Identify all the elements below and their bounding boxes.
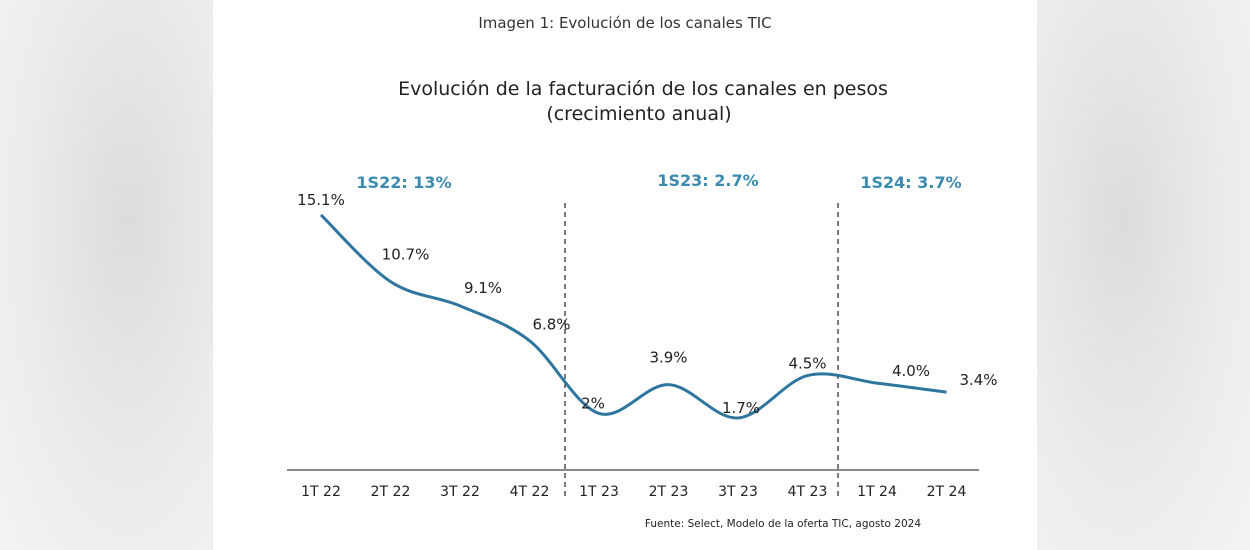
x-tick-label: 4T 22	[510, 484, 550, 500]
background-right	[1037, 0, 1250, 550]
x-tick-label: 1T 24	[857, 484, 897, 500]
data-label: 6.8%	[532, 316, 570, 334]
source-note: Fuente: Select, Modelo de la oferta TIC,…	[645, 518, 921, 530]
data-label: 15.1%	[297, 191, 345, 209]
data-label: 4.0%	[892, 362, 930, 380]
figure-caption: Imagen 1: Evolución de los canales TIC	[478, 14, 772, 32]
x-tick-labels: 1T 22 2T 22 3T 22 4T 22 1T 23 2T 23 3T 23 4T 23…	[301, 484, 966, 500]
data-label: 2%	[581, 394, 605, 412]
x-tick-label: 2T 24	[927, 484, 967, 500]
background-left	[0, 0, 213, 550]
x-tick-label: 2T 23	[649, 484, 689, 500]
period-label: 1S24: 3.7%	[860, 173, 961, 192]
chart-title: Evolución de la facturación de los canal…	[398, 78, 888, 100]
period-labels: 1S22: 13% 1S23: 2.7% 1S24: 3.7%	[356, 171, 961, 192]
chart-subtitle: (crecimiento anual)	[546, 103, 731, 125]
data-label: 10.7%	[382, 246, 430, 264]
data-label: 9.1%	[464, 279, 502, 297]
x-tick-label: 1T 22	[301, 484, 341, 500]
data-label: 1.7%	[722, 399, 760, 417]
data-label: 4.5%	[788, 355, 826, 373]
data-labels: 15.1% 10.7% 9.1% 6.8% 2% 3.9% 1.7% 4.5% 4.0% 3.4%	[297, 191, 997, 417]
data-label: 3.9%	[649, 349, 687, 367]
x-tick-label: 1T 23	[579, 484, 619, 500]
x-tick-label: 2T 22	[371, 484, 411, 500]
x-tick-label: 4T 23	[788, 484, 828, 500]
x-tick-label: 3T 22	[440, 484, 480, 500]
series-line	[319, 213, 947, 420]
period-label: 1S23: 2.7%	[657, 171, 758, 190]
figure-card: Imagen 1: Evolución de los canales TIC E…	[213, 0, 1037, 550]
data-label: 3.4%	[959, 371, 997, 389]
x-tick-label: 3T 23	[718, 484, 758, 500]
line-chart: Evolución de la facturación de los canal…	[287, 78, 998, 530]
period-label: 1S22: 13%	[356, 173, 451, 192]
